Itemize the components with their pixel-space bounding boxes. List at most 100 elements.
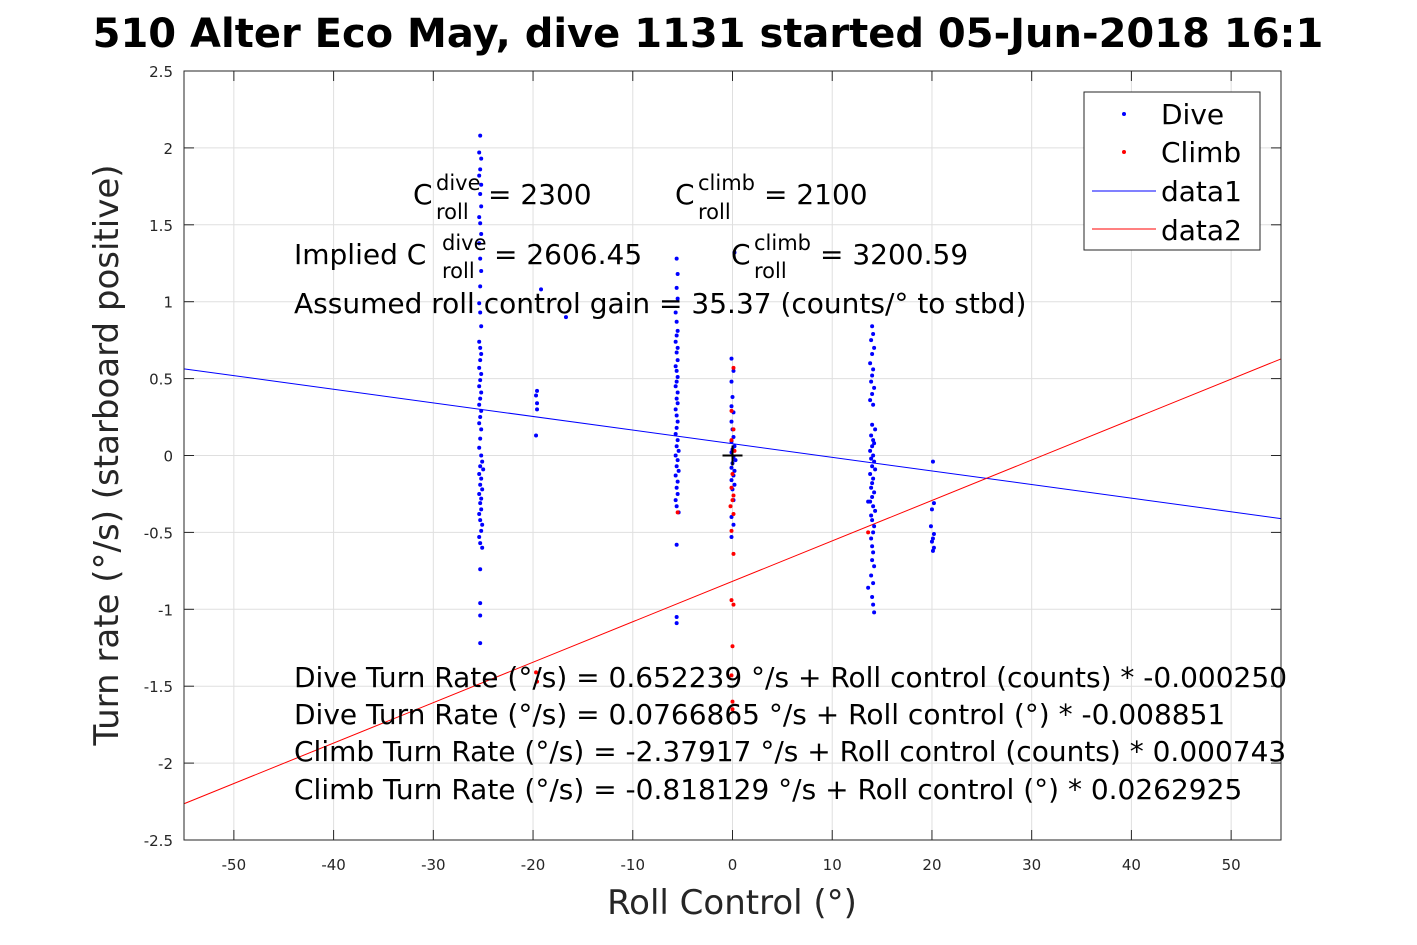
fit-line-data1	[183, 368, 1282, 520]
dive-point	[869, 573, 874, 578]
climb-point	[730, 498, 735, 503]
dive-point	[479, 324, 484, 329]
dive-point	[481, 467, 486, 472]
dive-point	[869, 513, 874, 518]
climb-point	[729, 408, 734, 413]
dive-point	[673, 339, 678, 344]
dive-point	[675, 296, 680, 301]
dive-point	[675, 458, 680, 463]
dive-point	[478, 415, 483, 420]
dive-point	[480, 545, 485, 550]
dive-point	[479, 408, 484, 413]
dive-point	[872, 564, 877, 569]
dive-point	[729, 515, 734, 520]
dive-point	[563, 315, 568, 320]
dive-point	[729, 465, 734, 470]
legend-dive-label: Dive	[1161, 98, 1224, 131]
dive-point	[675, 272, 680, 277]
dive-point	[674, 425, 679, 430]
dive-point	[534, 393, 539, 398]
x-tick-label: -10	[621, 856, 646, 874]
dive-point	[928, 524, 933, 529]
climb-point	[729, 673, 734, 678]
dive-point	[872, 610, 877, 615]
y-tick-label: -2	[158, 755, 173, 773]
x-tick-label: -40	[321, 856, 346, 874]
dive-point	[870, 544, 875, 549]
climb-point	[730, 699, 735, 704]
implied-climb-sup: climb	[754, 231, 811, 255]
legend: Dive Climb data1 data2	[1083, 91, 1261, 251]
climb-point	[729, 528, 734, 533]
dive-point	[479, 496, 484, 501]
dive-point	[870, 391, 875, 396]
implied-dive-sup: dive	[442, 231, 487, 255]
dive-point	[870, 324, 875, 329]
dive-point	[674, 285, 679, 290]
dive-point	[675, 491, 680, 496]
climb-point	[729, 438, 734, 443]
dive-point	[869, 433, 874, 438]
dive-point	[676, 448, 681, 453]
dive-point	[479, 156, 484, 161]
dive-point	[478, 133, 483, 138]
y-tick-label: -1	[158, 601, 173, 619]
c-climb-base: C	[675, 178, 695, 211]
dive-point	[871, 438, 876, 443]
dive-point	[870, 444, 875, 449]
c-climb-value: = 2100	[764, 178, 868, 211]
dive-point	[872, 459, 877, 464]
dive-point	[478, 221, 483, 226]
implied-climb-base: C	[731, 238, 751, 271]
climb-point	[866, 530, 871, 535]
c-climb-sup: climb	[698, 171, 755, 195]
legend-box	[1083, 91, 1261, 251]
implied-climb-sub: roll	[754, 259, 787, 283]
dive-point	[478, 378, 483, 383]
dive-point	[930, 548, 935, 553]
dive-point	[479, 204, 484, 209]
dive-point	[871, 331, 876, 336]
dive-point	[479, 351, 484, 356]
climb-point	[731, 551, 736, 556]
dive-point	[477, 215, 482, 220]
dive-point	[674, 542, 679, 547]
dive-point	[478, 256, 483, 261]
climb-point	[729, 598, 734, 603]
dive-point	[931, 501, 936, 506]
dive-point	[674, 444, 679, 449]
dive-point	[674, 621, 679, 626]
dive-point	[675, 401, 680, 406]
dive-point	[477, 445, 482, 450]
climb-point	[675, 510, 680, 515]
dive-point	[729, 535, 734, 540]
annotation-eq3: Climb Turn Rate (°/s) = -2.37917 °/s + R…	[294, 735, 1286, 768]
dive-point	[868, 448, 873, 453]
annotation-gain: Assumed roll control gain = 35.37 (count…	[294, 287, 1026, 320]
dive-point	[873, 467, 878, 472]
dive-point	[675, 479, 680, 484]
dive-point	[477, 173, 482, 178]
dive-point	[478, 541, 483, 546]
dive-point	[673, 384, 678, 389]
dive-point	[673, 453, 678, 458]
dive-point	[871, 476, 876, 481]
dive-point	[674, 464, 679, 469]
chart-title: 510 Alter Eco May, dive 1131 started 05-…	[93, 11, 1324, 57]
legend-data1-label: data1	[1161, 175, 1242, 208]
dive-point	[869, 485, 874, 490]
dive-point	[673, 407, 678, 412]
dive-point	[479, 453, 484, 458]
dive-point	[870, 351, 875, 356]
y-tick-label: 2	[163, 140, 173, 158]
dive-point	[871, 581, 876, 586]
dive-point	[868, 398, 873, 403]
implied-dive-sub: roll	[442, 259, 475, 283]
y-tick-label: -2.5	[144, 832, 173, 850]
dive-point	[729, 404, 734, 409]
dive-point	[674, 614, 679, 619]
implied-dive-value: = 2606.45	[494, 238, 642, 271]
dive-point	[478, 518, 483, 523]
x-tick-label: 0	[728, 856, 738, 874]
dive-point	[477, 150, 482, 155]
